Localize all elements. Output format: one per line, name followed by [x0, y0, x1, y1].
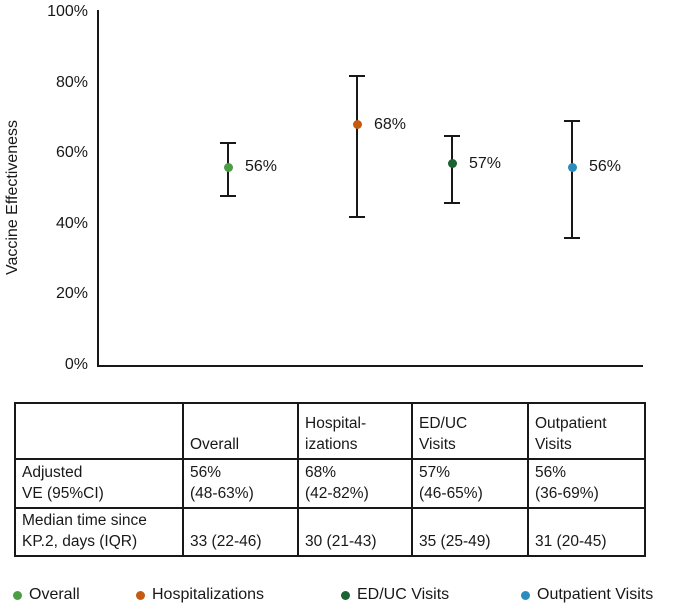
table-cell: 56% (48-63%) [182, 458, 299, 509]
table-cell: 68% (42-82%) [297, 458, 413, 509]
error-bar-cap [349, 215, 365, 218]
table-cell: 35 (25-49) [411, 507, 529, 557]
x-axis-line [97, 365, 643, 367]
legend-item-hospitalizations: Hospitalizations [136, 586, 264, 604]
table-row-label: Median time since KP.2, days (IQR) [14, 507, 184, 557]
data-point-value-label: 56% [589, 158, 622, 176]
table-cell: 30 (21-43) [297, 507, 413, 557]
error-bar-cap [444, 134, 460, 137]
y-tick-label: 80% [55, 73, 88, 91]
y-tick-label: 100% [47, 3, 88, 20]
legend-item-overall: Overall [13, 586, 80, 604]
y-axis-line [97, 10, 99, 367]
table-cell: 56% (36-69%) [527, 458, 646, 509]
y-tick-label: 60% [55, 144, 88, 162]
y-tick-label: 0% [64, 356, 88, 373]
legend-item-outpatient-visits: Outpatient Visits [521, 586, 653, 604]
error-bar-cap [564, 120, 580, 123]
legend-item-ed-uc-visits: ED/UC Visits [341, 586, 449, 604]
table-col-header: Overall [182, 402, 299, 460]
table-col-header: Outpatient Visits [527, 402, 646, 460]
data-point-marker [352, 120, 362, 130]
error-bar-line [451, 135, 453, 203]
data-point-value-label: 56% [245, 158, 278, 176]
error-bar-cap [564, 236, 580, 239]
legend-marker-icon [136, 590, 145, 600]
data-point-marker [447, 159, 457, 169]
legend-label: Overall [29, 586, 80, 603]
table-row: Median time since KP.2, days (IQR) 33 (22… [14, 507, 646, 557]
y-tick-label: 20% [55, 285, 88, 303]
table-cell: 33 (22-46) [182, 507, 299, 557]
table-col-header: Hospital- izations [297, 402, 413, 460]
legend-label: Outpatient Visits [537, 586, 654, 603]
data-point-marker [223, 162, 233, 172]
y-axis-title: Vaccine Effectiveness [4, 119, 21, 275]
y-tick-label: 40% [55, 214, 88, 232]
data-point-value-label: 68% [374, 115, 407, 133]
error-bar-cap [349, 74, 365, 77]
table-col-header: ED/UC Visits [411, 402, 529, 460]
legend-marker-icon [13, 590, 22, 600]
legend-marker-icon [341, 590, 350, 600]
error-bar-cap [444, 201, 460, 204]
error-bar-cap [220, 194, 236, 197]
data-point-value-label: 57% [469, 154, 502, 172]
table-row-label: Adjusted VE (95%CI) [14, 458, 184, 509]
error-bar-line [571, 121, 573, 238]
error-bar-line [356, 75, 358, 217]
legend-label: Hospitalizations [152, 586, 265, 603]
table-cell: 31 (20-45) [527, 507, 646, 557]
table-corner-cell [14, 402, 184, 460]
data-point-marker [567, 162, 577, 172]
table-row: Adjusted VE (95%CI) 56% (48-63%) 68% (42-8… [14, 458, 646, 509]
error-bar-cap [220, 141, 236, 144]
legend-marker-icon [521, 590, 530, 600]
summary-table: Overall Hospital- izations ED/UC Visits Out… [14, 402, 646, 557]
table-cell: 57% (46-65%) [411, 458, 529, 509]
legend-label: ED/UC Visits [357, 586, 450, 603]
